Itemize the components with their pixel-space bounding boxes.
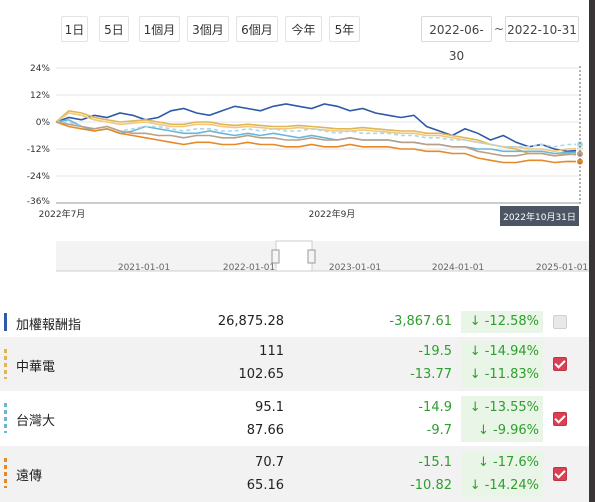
start-date-input[interactable]: 2022-06-30 xyxy=(421,16,492,63)
series-line xyxy=(56,121,581,148)
y-axis: 24% 12% 0% -12% -24% -36% xyxy=(27,64,51,207)
arrow-down-icon: ↓ xyxy=(469,314,485,329)
y-tick-label: -36% xyxy=(27,197,51,207)
y-tick-label: 0% xyxy=(36,118,51,128)
percent-change: ↓ -14.94% xyxy=(461,344,543,359)
y-tick-label: -24% xyxy=(27,172,51,182)
percent-change-badge xyxy=(461,396,543,442)
stock-name: 加權報酬指 xyxy=(16,318,82,333)
price-change: -9.7 xyxy=(426,423,452,438)
price-value: 111 xyxy=(259,344,284,359)
percent-change-value: -14.24% xyxy=(484,478,539,493)
navigator-handle-icon[interactable] xyxy=(271,249,280,264)
navigator-track xyxy=(56,241,589,271)
series-checkbox[interactable] xyxy=(553,315,567,329)
range-selector: 1日 5日 1個月 3個月 6個月 今年 5年 2022-06-30 ~ 202… xyxy=(0,0,589,63)
price-value: 102.65 xyxy=(238,367,285,382)
price-change: -19.5 xyxy=(418,344,452,359)
range-button-ytd[interactable]: 今年 xyxy=(285,16,322,42)
navigator-label: 2024-01-01 xyxy=(432,263,484,273)
comparison-chart[interactable]: 24% 12% 0% -12% -24% -36% 2022年7月 2022年9… xyxy=(0,46,589,326)
percent-change: ↓ -9.96% xyxy=(461,423,543,438)
table-row[interactable]: 中華電 111 102.65 -19.5 -13.77 ↓ -14.94% ↓ … xyxy=(0,337,589,391)
percent-change: ↓ -14.24% xyxy=(461,478,543,493)
percent-change-value: -14.94% xyxy=(484,344,539,359)
y-tick-label: 12% xyxy=(30,91,50,101)
percent-change-value: -11.83% xyxy=(484,367,539,382)
table-row[interactable]: 加權報酬指 26,875.28 -3,867.61 ↓ -12.58% xyxy=(0,307,589,337)
arrow-down-icon: ↓ xyxy=(469,344,485,359)
percent-change-value: -9.96% xyxy=(493,423,539,438)
range-navigator[interactable]: 2021-01-01 2022-01-01 2023-01-01 2024-01… xyxy=(56,240,589,273)
crosshair-date-text: 2022年10月31日 xyxy=(503,211,576,223)
percent-change-value: -17.6% xyxy=(493,455,539,470)
table-row[interactable]: 台灣大 95.1 87.66 -14.9 -9.7 ↓ -13.55% ↓ -9… xyxy=(0,391,589,446)
price-value: 87.66 xyxy=(246,423,284,438)
arrow-down-icon: ↓ xyxy=(469,367,485,382)
series-layer xyxy=(55,103,584,166)
price-value: 70.7 xyxy=(255,455,284,470)
price-change: -14.9 xyxy=(418,400,452,415)
crosshair-date-label: 2022年10月31日 xyxy=(500,206,579,226)
series-line xyxy=(55,121,581,157)
range-button-6m[interactable]: 6個月 xyxy=(236,16,278,42)
stock-name: 遠傳 xyxy=(16,469,43,484)
series-checkbox[interactable] xyxy=(553,357,567,371)
x-tick-label: 2022年9月 xyxy=(309,208,356,220)
x-axis: 2022年7月 2022年9月 xyxy=(39,202,580,220)
chart-grid xyxy=(56,67,580,177)
series-line xyxy=(55,103,581,153)
navigator-label: 2025-01-01 xyxy=(536,263,588,273)
percent-change: ↓ -17.6% xyxy=(461,455,543,470)
series-checkbox[interactable] xyxy=(553,467,567,481)
price-change: -15.1 xyxy=(418,455,452,470)
range-button-5y[interactable]: 5年 xyxy=(329,16,360,42)
percent-change-badge xyxy=(461,341,543,387)
percent-change-badge xyxy=(461,311,543,333)
end-date-input[interactable]: 2022-10-31 xyxy=(505,16,579,42)
price-value: 26,875.28 xyxy=(217,314,284,329)
percent-change: ↓ -12.58% xyxy=(461,314,543,329)
series-marker xyxy=(4,458,7,488)
y-tick-label: -12% xyxy=(27,145,51,155)
series-marker xyxy=(4,349,7,379)
navigator-handle-icon[interactable] xyxy=(307,249,316,264)
price-value: 65.16 xyxy=(246,478,284,493)
navigator-label: 2022-01-01 xyxy=(223,263,275,273)
table-row[interactable]: 遠傳 70.7 65.16 -15.1 -10.82 ↓ -17.6% ↓ -1… xyxy=(0,446,589,502)
series-checkbox[interactable] xyxy=(553,412,567,426)
percent-change: ↓ -13.55% xyxy=(461,400,543,415)
price-change: -3,867.61 xyxy=(389,314,452,329)
price-change: -10.82 xyxy=(410,478,452,493)
percent-change-value: -12.58% xyxy=(484,314,539,329)
percent-change-value: -13.55% xyxy=(484,400,539,415)
y-tick-label: 24% xyxy=(30,64,50,74)
arrow-down-icon: ↓ xyxy=(477,423,493,438)
stock-name: 台灣大 xyxy=(16,414,56,429)
arrow-down-icon: ↓ xyxy=(469,400,485,415)
range-button-1d[interactable]: 1日 xyxy=(61,16,88,42)
series-marker xyxy=(4,313,7,331)
date-separator: ~ xyxy=(494,22,505,36)
price-value: 95.1 xyxy=(255,400,284,415)
percent-change-badge xyxy=(461,451,543,497)
navigator-label: 2023-01-01 xyxy=(329,263,381,273)
series-line xyxy=(55,121,581,164)
range-button-1m[interactable]: 1個月 xyxy=(139,16,180,42)
price-change: -13.77 xyxy=(410,367,452,382)
series-line xyxy=(55,118,581,155)
stock-name: 中華電 xyxy=(16,360,56,375)
range-button-3m[interactable]: 3個月 xyxy=(187,16,229,42)
navigator-window[interactable] xyxy=(275,240,313,272)
range-button-5d[interactable]: 5日 xyxy=(99,16,129,42)
x-tick-label: 2022年7月 xyxy=(39,208,86,220)
percent-change: ↓ -11.83% xyxy=(461,367,543,382)
comparison-table: 加權報酬指 26,875.28 -3,867.61 ↓ -12.58% 中華電 … xyxy=(0,300,589,502)
arrow-down-icon: ↓ xyxy=(469,478,485,493)
arrow-down-icon: ↓ xyxy=(477,455,493,470)
navigator-label: 2021-01-01 xyxy=(118,263,170,273)
series-marker xyxy=(4,403,7,433)
